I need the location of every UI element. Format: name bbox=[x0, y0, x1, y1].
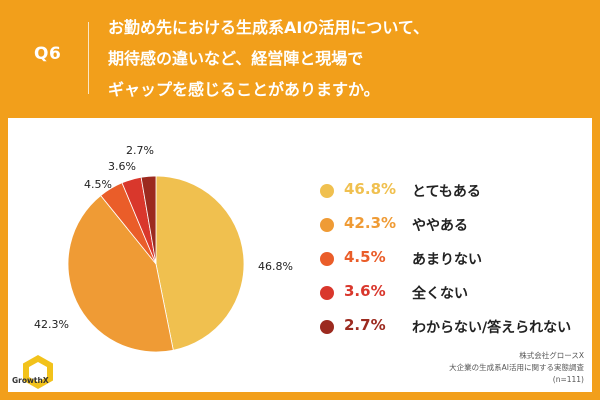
growthx-logo-icon bbox=[23, 355, 53, 389]
legend-item: 3.6% 全くない bbox=[320, 280, 590, 314]
legend-swatch bbox=[320, 184, 334, 198]
legend-swatch bbox=[320, 320, 334, 334]
legend-label: 全くない bbox=[412, 286, 468, 302]
legend-swatch bbox=[320, 218, 334, 232]
legend-item: 42.3% ややある bbox=[320, 212, 590, 246]
pie-slice-label: 46.8% bbox=[258, 260, 293, 273]
pie-slice bbox=[140, 175, 157, 265]
source-sample: (n=111) bbox=[552, 375, 584, 384]
question-header: Q6 お勤め先における生成系AIの活用について、 期待感の違いなど、経営陣と現場… bbox=[0, 0, 600, 118]
legend-label: とてもある bbox=[412, 184, 481, 200]
legend-swatch bbox=[320, 286, 334, 300]
legend-percent: 4.5% bbox=[344, 248, 386, 266]
question-title-line-3: ギャップを感じることがありますか。 bbox=[108, 80, 380, 99]
pie-chart: 46.8% 42.3% 4.5% 3.6% 2.7% bbox=[34, 144, 293, 353]
legend-item: 4.5% あまりない bbox=[320, 246, 590, 280]
source-company: 株式会社グロースX bbox=[519, 351, 584, 360]
legend-label: わからない/答えられない bbox=[412, 320, 572, 336]
legend-swatch bbox=[320, 252, 334, 266]
legend-percent: 3.6% bbox=[344, 282, 386, 300]
question-title-line-1: お勤め先における生成系AIの活用について、 bbox=[108, 18, 430, 37]
chart-legend: 46.8% とてもある 42.3% ややある 4.5% あまりない 3.6% 全くない 2.7%… bbox=[320, 178, 590, 348]
growthx-logo-text: GrowthX bbox=[12, 376, 49, 385]
pie-slice-label: 2.7% bbox=[126, 144, 154, 157]
pie-slice bbox=[67, 194, 174, 353]
legend-percent: 46.8% bbox=[344, 180, 397, 198]
question-title: お勤め先における生成系AIの活用について、 期待感の違いなど、経営陣と現場で ギ… bbox=[108, 12, 578, 105]
legend-label: ややある bbox=[412, 218, 468, 234]
legend-item: 46.8% とてもある bbox=[320, 178, 590, 212]
question-title-line-2: 期待感の違いなど、経営陣と現場で bbox=[108, 49, 364, 68]
legend-label: あまりない bbox=[412, 252, 482, 268]
pie-slice-label: 4.5% bbox=[84, 178, 112, 191]
legend-percent: 42.3% bbox=[344, 214, 397, 232]
legend-item: 2.7% わからない/答えられない bbox=[320, 314, 590, 348]
question-number: Q6 bbox=[34, 44, 62, 64]
pie-slice-label: 3.6% bbox=[108, 160, 136, 173]
chart-panel: 46.8% 42.3% 4.5% 3.6% 2.7% 46.8% とてもある 42.3% やや… bbox=[8, 118, 592, 392]
legend-percent: 2.7% bbox=[344, 316, 386, 334]
pie-slice bbox=[155, 175, 245, 351]
pie-slice-label: 42.3% bbox=[34, 318, 69, 331]
header-divider bbox=[88, 22, 89, 94]
source-survey: 大企業の生成系AI活用に関する実態調査 bbox=[449, 363, 584, 372]
source-note: 株式会社グロースX 大企業の生成系AI活用に関する実態調査 (n=111) bbox=[449, 350, 584, 386]
